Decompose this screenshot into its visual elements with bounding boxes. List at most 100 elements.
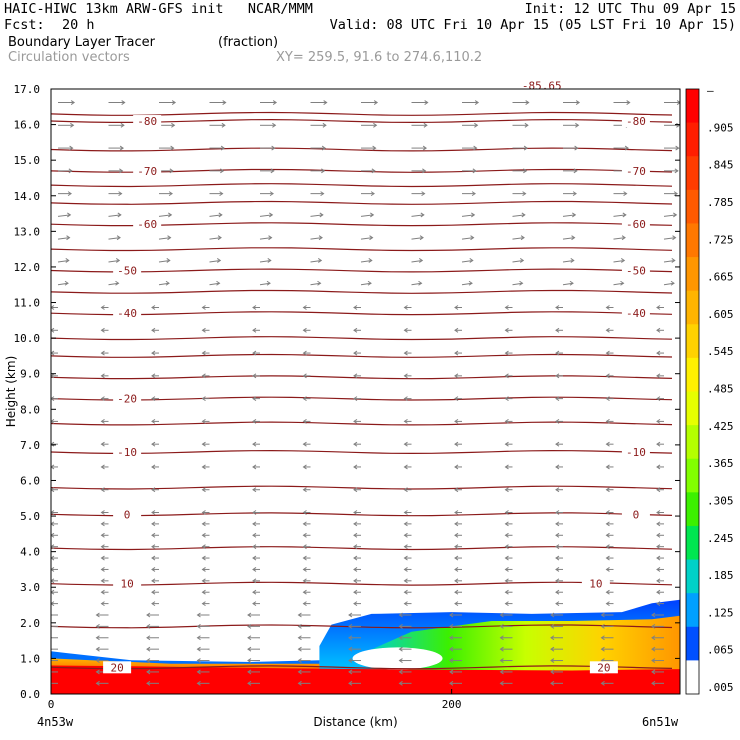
circulation-vector-head [353, 373, 358, 379]
y-tick-label: 7.0 [20, 439, 40, 452]
circulation-vector-head [605, 601, 610, 607]
circulation-vector-head [555, 555, 560, 561]
contour-label: -60 [137, 218, 157, 231]
circulation-vector-head [146, 669, 151, 675]
circulation-vector-head [555, 373, 560, 379]
circulation-vector-head [550, 680, 555, 686]
circulation-vector-head [201, 555, 206, 561]
circulation-vector-head [252, 418, 257, 424]
circulation-vector-head [95, 612, 100, 618]
circulation-vector-head [271, 145, 276, 151]
circulation-vector-head [524, 122, 529, 128]
circulation-vector [613, 282, 624, 286]
circulation-vector-head [302, 544, 307, 550]
circulation-vector-head [449, 612, 454, 618]
circulation-vector-head [600, 635, 605, 641]
contour-label-bg [133, 218, 162, 231]
temperature-contour [51, 581, 673, 586]
circulation-vector-head [403, 510, 408, 515]
circulation-vector-head [423, 122, 428, 128]
circulation-vector-head [504, 418, 509, 424]
contour-label-bg [113, 307, 142, 320]
circulation-vector-head [656, 350, 661, 356]
circulation-vector-head [575, 100, 581, 105]
circulation-vector-head [348, 669, 353, 675]
circulation-vector-head [521, 212, 526, 218]
circulation-vector-head [51, 567, 55, 572]
circulation-vector-head [555, 396, 560, 402]
circulation-vector-head [348, 646, 353, 652]
circulation-vector-head [454, 544, 459, 550]
circulation-vector-head [353, 589, 358, 595]
circulation-vector [411, 237, 424, 240]
circulation-vector-head [302, 418, 307, 424]
circulation-vector [613, 237, 626, 240]
circulation-vector-head [519, 258, 525, 263]
circulation-vector-head [348, 635, 353, 641]
circulation-vector-head [353, 350, 358, 356]
circulation-vector-head [623, 191, 628, 197]
circulation-vector-head [201, 350, 206, 356]
circulation-vector-head [247, 623, 252, 629]
circulation-vector-head [100, 555, 105, 561]
field-name: Boundary Layer Tracer [8, 35, 155, 50]
contour-label: -40 [117, 307, 137, 320]
circulation-vector [512, 214, 525, 217]
circulation-vector [360, 237, 373, 240]
circulation-vector-head [555, 601, 560, 607]
circulation-vector-head [67, 212, 72, 218]
circulation-vector-head [117, 212, 122, 218]
circulation-vector [310, 259, 322, 263]
circulation-vector-head [151, 418, 156, 424]
circulation-vector-head [651, 623, 656, 629]
circulation-vector-head [252, 578, 257, 584]
circulation-vector-head [51, 555, 55, 561]
circulation-vector-head [297, 658, 302, 663]
circulation-vector-head [51, 373, 55, 379]
circulation-vector-head [201, 441, 206, 447]
circulation-vector-head [317, 280, 322, 286]
contour-label: -85.65 [522, 79, 562, 92]
circulation-vector-head [620, 258, 626, 263]
circulation-vector-head [252, 350, 257, 356]
circulation-vector-head [499, 623, 504, 629]
circulation-vector-head [656, 510, 661, 515]
circulation-vector-head [673, 212, 678, 218]
circulation-vector-head [252, 510, 257, 515]
circulation-vector-head [46, 681, 49, 685]
circulation-vector-head [151, 305, 156, 310]
circulation-vector-head [100, 544, 105, 550]
init-time: Init: 12 UTC Thu 09 Apr 15 [524, 1, 736, 17]
circulation-vector-head [353, 327, 358, 333]
circulation-vector-head [353, 544, 358, 550]
circulation-vector-head [100, 521, 105, 527]
circulation-vector-head [302, 487, 307, 493]
y-tick-label: 2.0 [20, 617, 40, 630]
circulation-vector-head [100, 589, 105, 595]
circulation-vector-head [220, 145, 226, 151]
circulation-vector-head [51, 589, 55, 595]
circulation-vector-head [474, 122, 479, 128]
circulation-vector-head [504, 327, 509, 333]
circulation-vector-head [146, 658, 151, 663]
circulation-vector-head [272, 122, 277, 128]
circulation-vector-head [422, 168, 427, 174]
circulation-vector [259, 237, 272, 240]
circulation-vector-head [656, 555, 661, 561]
circulation-vector [108, 282, 119, 286]
circulation-vector-head [70, 122, 75, 128]
circulation-vector-head [504, 305, 509, 310]
circulation-vector-head [170, 145, 175, 151]
circulation-vector-head [252, 305, 257, 310]
circulation-vector-head [46, 670, 49, 674]
circulation-vector-head [252, 601, 257, 607]
circulation-vector-head [317, 258, 323, 263]
circulation-vector-head [146, 646, 151, 652]
circulation-vector [663, 214, 677, 217]
circulation-vector-head [621, 235, 626, 241]
valid-time: Valid: 08 UTC Fri 10 Apr 15 (05 LST Fri … [329, 17, 736, 33]
circulation-vector-head [605, 532, 610, 538]
y-tick-label: 0.0 [20, 688, 40, 701]
circulation-vector-head [119, 168, 124, 174]
circulation-vector-head [302, 441, 307, 447]
